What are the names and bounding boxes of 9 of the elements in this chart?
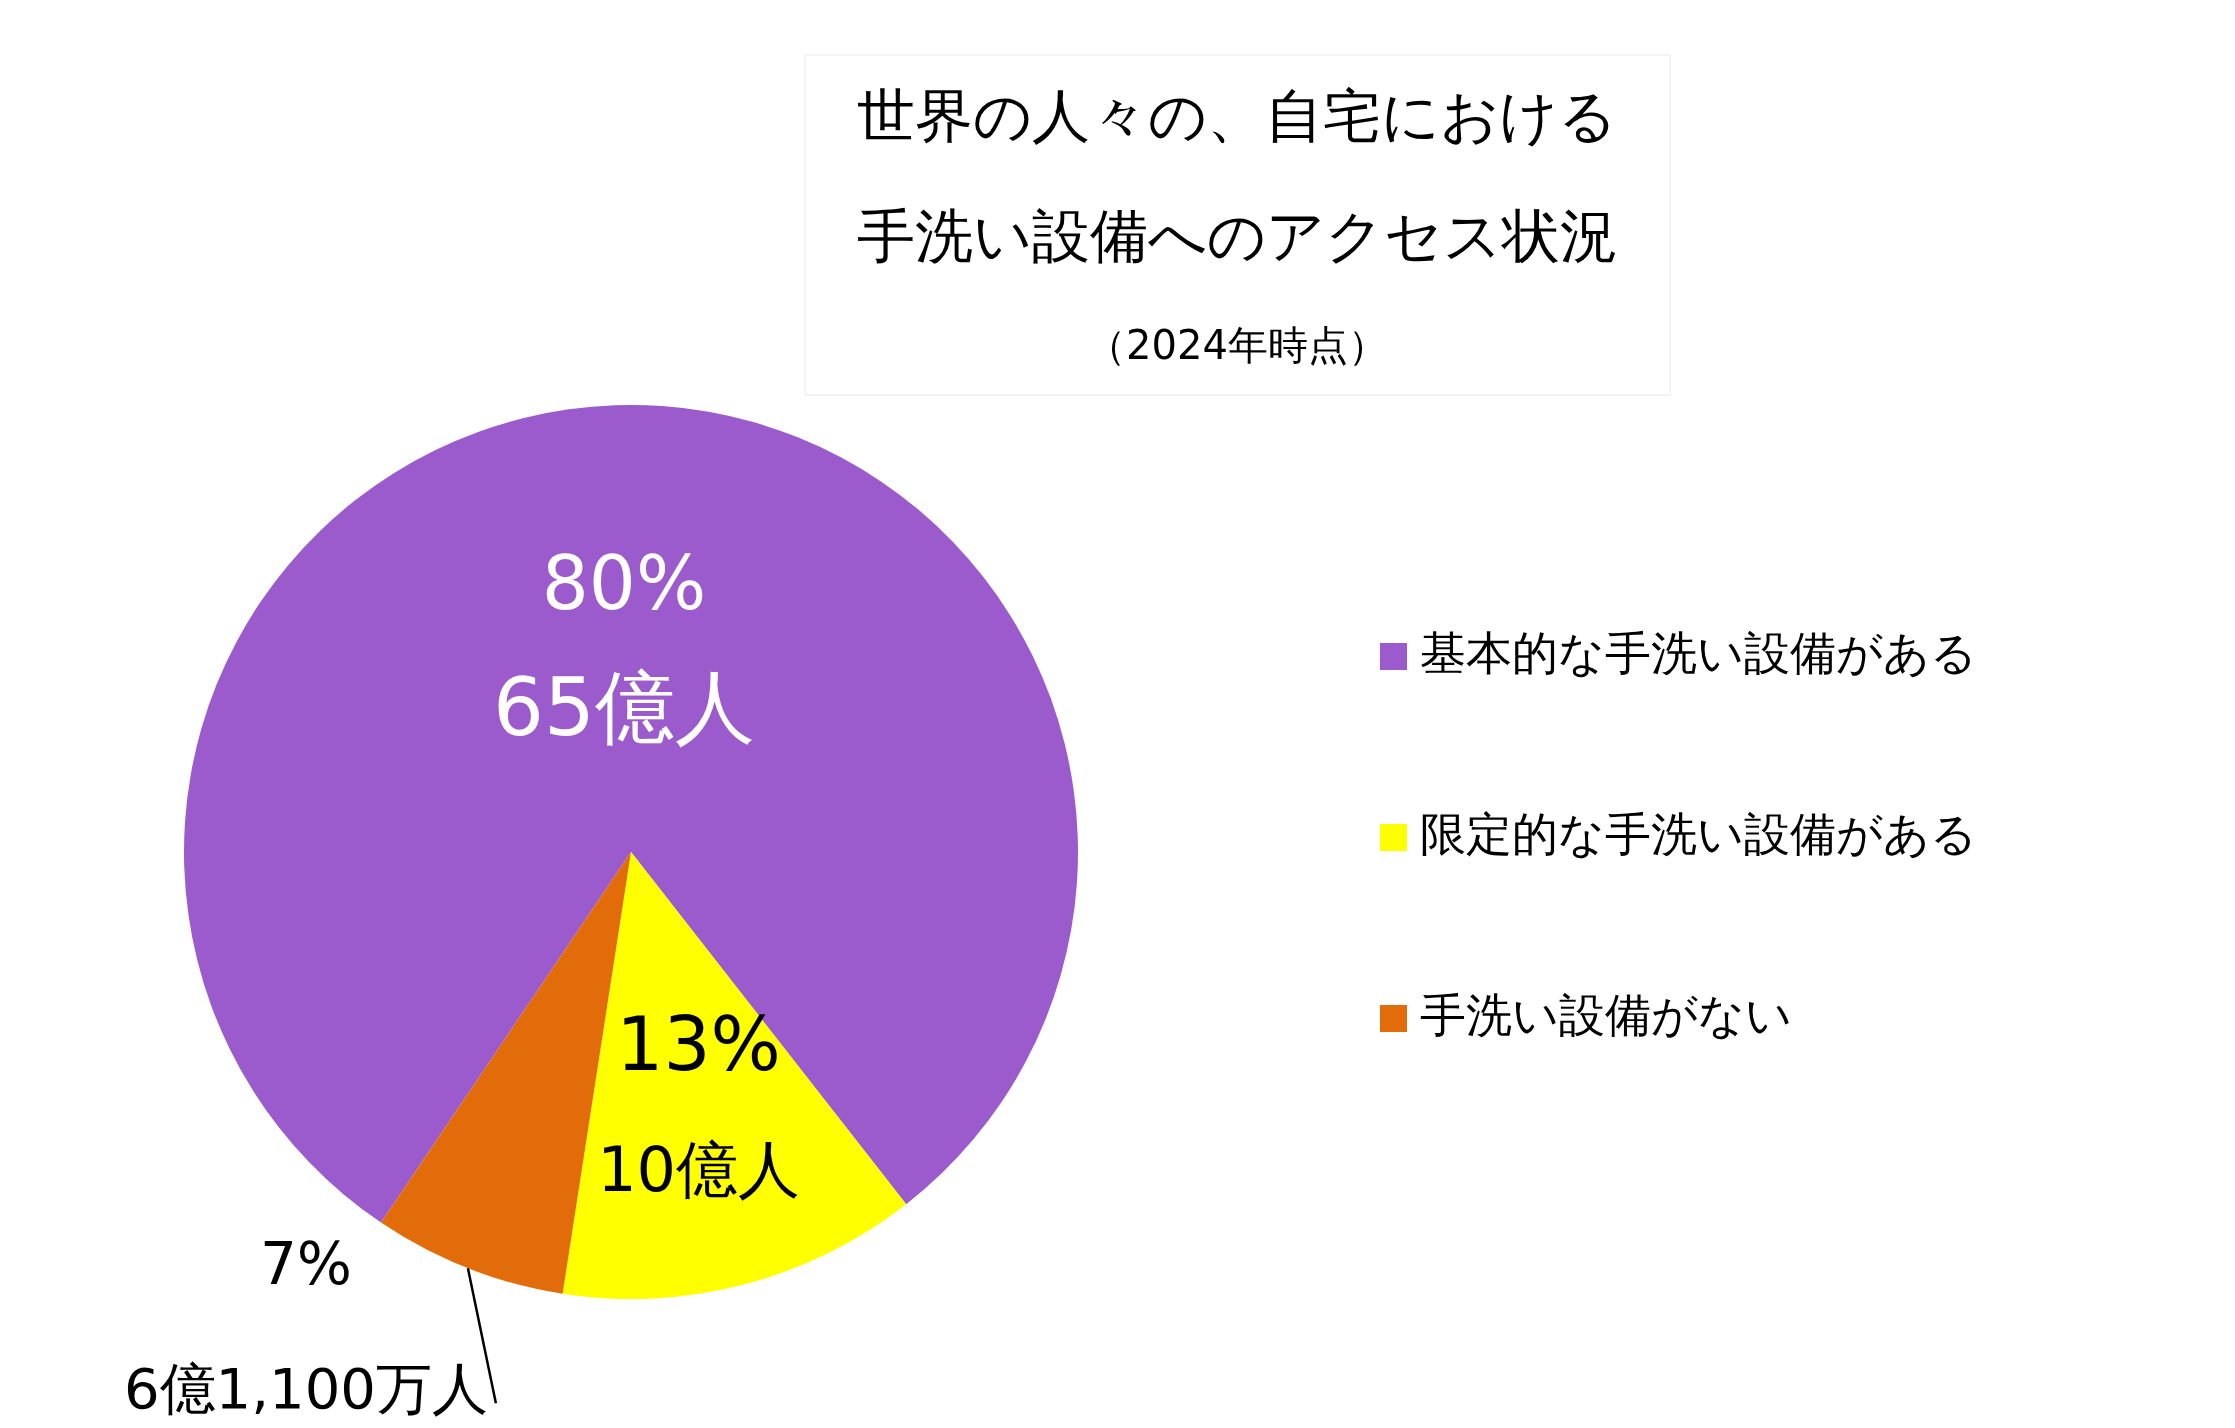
title: 世界の人々の、自宅における手洗い設備へのアクセス状況 （2024年時点） bbox=[804, 54, 1671, 396]
data-label: 7% 6億1,100万人 bbox=[123, 1230, 488, 1422]
chart-subtitle: （2024年時点） bbox=[1086, 322, 1388, 368]
data-label: 80% 65億人 bbox=[493, 539, 755, 755]
data-label: 13% 10億人 bbox=[597, 1000, 801, 1207]
legend-label: 限定的な手洗い設備がある bbox=[1420, 806, 1977, 861]
legend-label: 手洗い設備がない bbox=[1420, 987, 1792, 1042]
chart-title: 世界の人々の、自宅における手洗い設備へのアクセス状況 bbox=[856, 82, 1618, 271]
legend-label: 基本的な手洗い設備がある bbox=[1420, 625, 1977, 680]
